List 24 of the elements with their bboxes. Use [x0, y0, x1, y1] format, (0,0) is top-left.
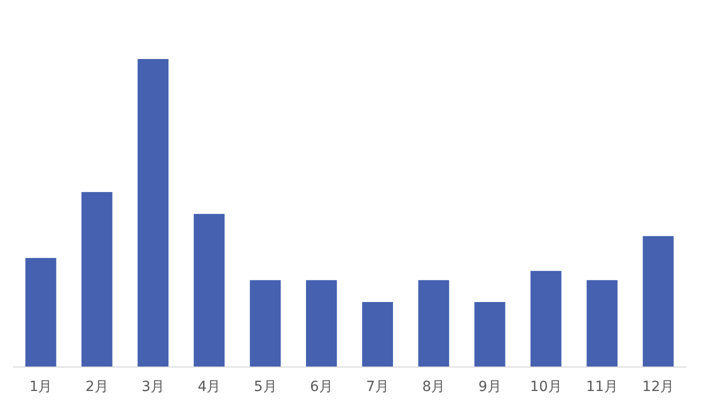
x-tick-label: 4月 — [198, 378, 221, 395]
x-tick-label: 6月 — [310, 378, 333, 395]
x-tick-label: 10月 — [530, 378, 562, 395]
x-tick-label: 11月 — [586, 378, 618, 395]
x-tick-label: 1月 — [29, 378, 52, 395]
bar — [306, 280, 337, 367]
x-tick-label: 8月 — [422, 378, 446, 395]
bar — [418, 280, 450, 367]
bar — [642, 236, 674, 367]
bar — [586, 280, 618, 367]
x-tick-label: 12月 — [642, 378, 674, 395]
bar — [474, 302, 506, 367]
bar — [25, 258, 56, 367]
x-tick-label: 3月 — [142, 378, 165, 395]
bar — [81, 192, 112, 367]
bar — [530, 270, 562, 367]
x-tick-label: 2月 — [85, 378, 108, 395]
bar — [138, 59, 168, 367]
x-tick-label: 9月 — [478, 378, 502, 395]
bar — [250, 280, 281, 367]
bar — [362, 302, 393, 367]
x-tick-label: 7月 — [366, 378, 390, 395]
bar — [194, 214, 225, 367]
x-tick-label: 5月 — [254, 378, 277, 395]
